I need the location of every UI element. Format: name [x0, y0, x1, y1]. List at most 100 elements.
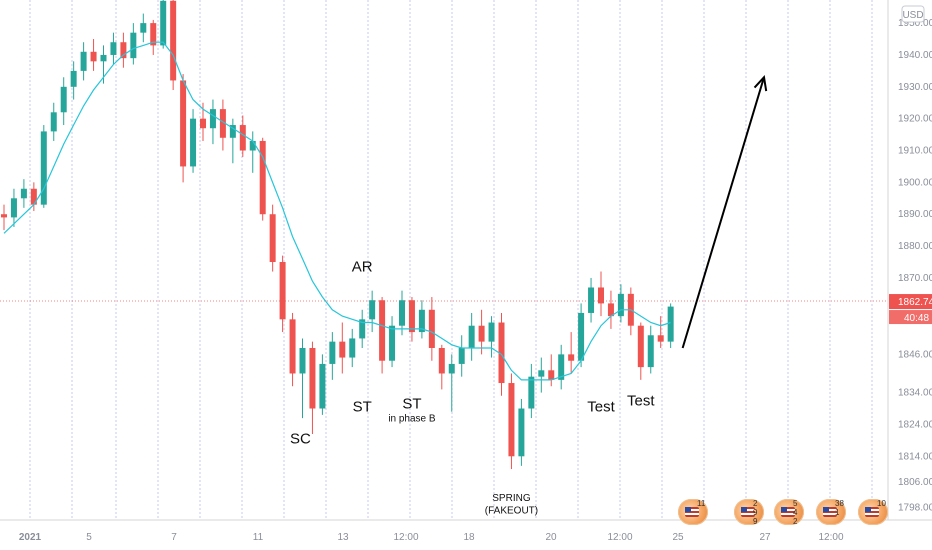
- event-badge[interactable]: 5 4 2: [774, 499, 804, 526]
- candle-body: [617, 293, 624, 317]
- candle: [299, 338, 306, 419]
- candle-body: [538, 370, 545, 377]
- price-tick-label: 1806.00: [898, 477, 932, 488]
- candle-body: [647, 335, 654, 368]
- price-tick-label: 1900.00: [898, 177, 932, 188]
- candle: [10, 188, 17, 227]
- candle: [418, 300, 425, 339]
- candle: [309, 341, 316, 434]
- currency-label: USD: [902, 10, 923, 21]
- candle-body: [518, 408, 525, 457]
- price-tick-label: 1910.00: [898, 146, 932, 157]
- us-flag-icon: [741, 507, 755, 517]
- event-badge-count: 11: [697, 499, 706, 508]
- candle-body: [120, 42, 127, 59]
- candle: [160, 0, 167, 49]
- candle-body: [369, 300, 376, 320]
- event-badge[interactable]: 11: [678, 499, 708, 525]
- candle-body: [50, 112, 57, 132]
- candle-body: [150, 23, 157, 46]
- candle: [209, 99, 216, 145]
- candle: [438, 344, 445, 390]
- price-tick-label: 1920.00: [898, 114, 932, 125]
- candle-body: [408, 300, 415, 333]
- price-tick-label: 1880.00: [898, 241, 932, 252]
- candle-body: [379, 300, 386, 361]
- price-tick-label: 1846.00: [898, 349, 932, 360]
- candle: [408, 297, 415, 342]
- candle: [329, 332, 336, 380]
- candle-body: [399, 300, 405, 326]
- candle-body: [269, 214, 276, 262]
- candle: [478, 309, 485, 355]
- annotation-spring: SPRING: [492, 493, 531, 504]
- event-badge-count: 38 1: [835, 499, 844, 517]
- us-flag-icon: [685, 507, 699, 517]
- candle-body: [389, 325, 396, 361]
- time-tick-label: 18: [463, 532, 475, 543]
- candle: [60, 77, 67, 126]
- candle-body: [667, 306, 674, 342]
- candle: [647, 325, 654, 374]
- candle-body: [239, 125, 246, 151]
- candle-body: [359, 319, 366, 339]
- current-price-tag: [889, 294, 932, 310]
- candle-body: [498, 322, 505, 384]
- candle: [70, 61, 77, 100]
- candle-body: [60, 86, 67, 113]
- candle: [359, 309, 366, 348]
- candle: [598, 271, 604, 317]
- candle: [259, 137, 266, 221]
- event-badge[interactable]: 38 1: [816, 499, 846, 525]
- time-tick-label: 12:00: [818, 532, 843, 543]
- candle-body: [80, 51, 87, 71]
- candle-body: [130, 32, 137, 59]
- candle: [389, 316, 396, 368]
- event-badge[interactable]: 2 9 9: [734, 499, 764, 526]
- candle-body: [190, 118, 197, 167]
- candle: [548, 354, 555, 387]
- candle-body: [329, 341, 336, 364]
- time-tick-label: 2021: [19, 532, 42, 543]
- candle: [568, 332, 575, 374]
- candle-body: [458, 348, 465, 364]
- time-tick-label: 12:00: [393, 532, 418, 543]
- candle: [279, 255, 286, 333]
- candle-body: [10, 198, 17, 218]
- candle-body: [110, 42, 117, 55]
- candle-body: [90, 51, 97, 62]
- candle: [229, 118, 236, 164]
- candle: [637, 322, 644, 380]
- candle: [150, 19, 157, 55]
- candle-body: [160, 0, 167, 46]
- candle-body: [588, 287, 595, 313]
- event-badge[interactable]: 10: [858, 499, 888, 525]
- candle-body: [259, 140, 266, 215]
- time-tick-label: 7: [171, 532, 177, 543]
- time-tick-label: 5: [86, 532, 92, 543]
- candle-body: [607, 303, 614, 317]
- candle-body: [30, 188, 37, 205]
- candle: [1, 204, 7, 231]
- moving-average-line: [3, 41, 671, 381]
- candle-body: [40, 131, 47, 205]
- candle-body: [1, 214, 7, 218]
- candle: [80, 42, 87, 81]
- annotation-sc: SC: [290, 431, 311, 448]
- price-tick-label: 1950.00: [898, 18, 932, 29]
- annotation-st: ST: [402, 396, 421, 413]
- candle-body: [219, 109, 226, 138]
- candle-body: [598, 287, 604, 304]
- candle: [30, 182, 37, 212]
- candle-body: [448, 363, 455, 374]
- candle-body: [100, 54, 107, 62]
- candle-body: [568, 354, 575, 361]
- candle-body: [478, 325, 485, 342]
- us-flag-icon: [781, 507, 795, 517]
- candle-body: [249, 140, 256, 151]
- candle-body: [180, 80, 187, 167]
- candle-body: [578, 312, 585, 361]
- candle: [399, 290, 405, 336]
- annotation-st: ST: [353, 399, 372, 416]
